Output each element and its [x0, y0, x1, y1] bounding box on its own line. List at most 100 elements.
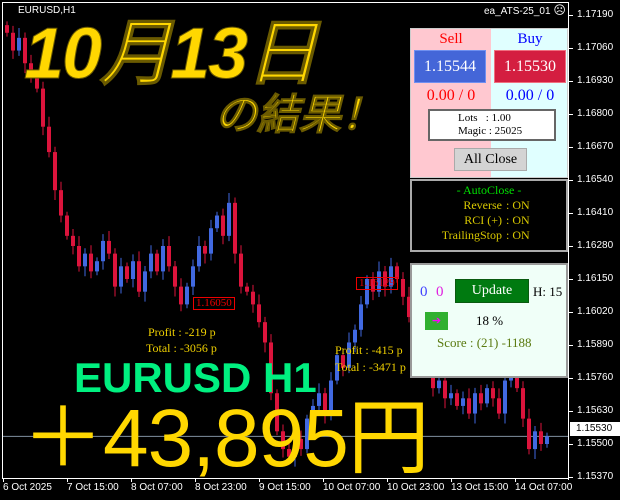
- symbol-label: EURUSD,H1: [18, 5, 76, 16]
- candle: [47, 116, 51, 158]
- candle-body: [209, 228, 213, 254]
- candle-body: [113, 253, 117, 287]
- candle-body: [77, 246, 81, 267]
- sell-pnl: 0.00 / 0: [426, 87, 476, 104]
- profit-amount: ＋43,895円: [22, 393, 430, 484]
- candle: [449, 384, 453, 406]
- candle-body: [377, 271, 381, 292]
- candle-body: [5, 25, 9, 33]
- price-label: 1.16930: [577, 75, 614, 86]
- candle: [143, 266, 147, 302]
- price-label: 1.16150: [577, 273, 614, 284]
- candle-body: [263, 322, 267, 343]
- candle-body: [497, 398, 501, 414]
- candle-body: [203, 246, 207, 254]
- candle: [539, 422, 543, 451]
- candle: [329, 372, 333, 421]
- sad-face-icon: ☹: [553, 3, 566, 17]
- price-label: 1.15370: [577, 471, 614, 482]
- time-tick: [323, 478, 324, 482]
- time-label: 13 Oct 15:00: [451, 482, 509, 493]
- candle: [533, 425, 537, 459]
- buy-label: Buy: [517, 31, 543, 47]
- time-axis-line: [2, 478, 569, 479]
- candle-body: [275, 393, 279, 432]
- candle-body: [95, 261, 99, 272]
- candle: [197, 236, 201, 272]
- candle-body: [119, 266, 123, 287]
- autoclose-value: : ON: [506, 198, 530, 212]
- price-tick: [569, 312, 573, 313]
- candle: [461, 391, 465, 415]
- candle-body: [461, 398, 465, 406]
- time-tick: [195, 478, 196, 482]
- candle: [377, 261, 381, 298]
- price-label: 1.15760: [577, 372, 614, 383]
- candle-body: [467, 398, 471, 414]
- candle: [239, 245, 243, 294]
- price-tick: [569, 48, 573, 49]
- candle: [131, 254, 135, 288]
- candle-body: [23, 37, 27, 64]
- buy-button[interactable]: 1.15530: [494, 50, 566, 83]
- candle-body: [365, 279, 369, 305]
- autoclose-label: RCI (+): [464, 213, 502, 227]
- candle-body: [455, 393, 459, 406]
- price-label: 1.16410: [577, 207, 614, 218]
- candle: [5, 21, 9, 37]
- price-tick: [569, 279, 573, 280]
- candle: [275, 389, 279, 436]
- sell-button[interactable]: 1.15544: [414, 50, 486, 83]
- candle-body: [395, 266, 399, 279]
- time-label: 6 Oct 2025: [3, 482, 52, 493]
- price-tick: [569, 147, 573, 148]
- autoclose-label: Reverse: [463, 198, 502, 212]
- candle-body: [125, 266, 129, 279]
- candle-body: [503, 380, 507, 414]
- candle-body: [149, 253, 153, 272]
- candle-body: [317, 393, 321, 406]
- candle-body: [35, 75, 39, 89]
- price-label: 1.17190: [577, 9, 614, 20]
- price-tick: [569, 15, 573, 16]
- candle-body: [533, 431, 537, 450]
- candle-body: [101, 240, 105, 262]
- candle: [317, 383, 321, 412]
- candle-body: [173, 266, 177, 287]
- candle-body: [245, 286, 249, 292]
- candle-body: [359, 304, 363, 330]
- candle: [473, 387, 477, 424]
- candle: [281, 424, 285, 458]
- count-blue: 0: [420, 284, 428, 300]
- price-tick: [569, 378, 573, 379]
- candle: [521, 381, 525, 427]
- candle-body: [179, 286, 183, 305]
- candle: [323, 387, 327, 424]
- candle: [299, 430, 303, 456]
- candle-body: [479, 393, 483, 404]
- all-close-button[interactable]: All Close: [454, 148, 527, 171]
- candle: [137, 251, 141, 298]
- update-button[interactable]: Update: [455, 279, 529, 303]
- arrow-toggle-button[interactable]: ➔: [425, 312, 448, 330]
- price-label: 1.15500: [577, 438, 614, 449]
- candle: [101, 234, 105, 270]
- candle: [479, 384, 483, 411]
- candle-body: [29, 63, 33, 76]
- candle-body: [353, 329, 357, 343]
- candle: [263, 316, 267, 353]
- candle-body: [491, 388, 495, 399]
- candle-body: [485, 388, 489, 404]
- candle: [365, 275, 369, 309]
- candle-body: [227, 202, 231, 236]
- candle: [371, 272, 375, 301]
- price-tick: [569, 81, 573, 82]
- ea-name-label: ea_ATS-25_01 ☹: [484, 4, 566, 18]
- time-label: 10 Oct 07:00: [323, 482, 381, 493]
- candle: [545, 432, 549, 448]
- candle: [113, 248, 117, 297]
- price-label: 1.16280: [577, 240, 614, 251]
- candle: [215, 211, 219, 233]
- candle: [233, 197, 237, 264]
